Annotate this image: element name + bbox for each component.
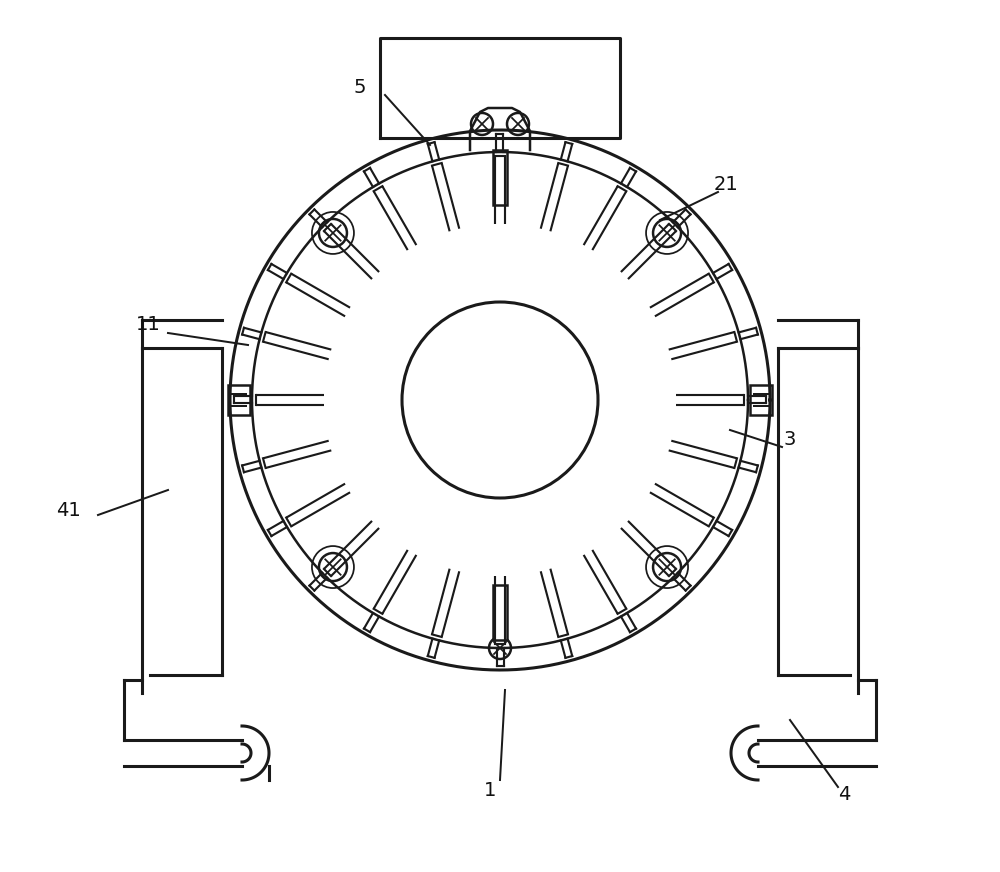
Text: 5: 5 xyxy=(354,78,366,98)
Bar xyxy=(493,150,507,205)
Text: 4: 4 xyxy=(838,786,850,805)
Bar xyxy=(750,385,772,415)
Bar xyxy=(228,385,250,415)
Circle shape xyxy=(653,219,681,247)
Bar xyxy=(493,585,507,640)
Text: 21: 21 xyxy=(714,175,738,194)
Text: 1: 1 xyxy=(484,780,496,800)
Circle shape xyxy=(489,637,511,659)
Circle shape xyxy=(507,113,529,135)
Text: 41: 41 xyxy=(56,501,80,520)
Circle shape xyxy=(319,219,347,247)
Text: 11: 11 xyxy=(136,316,160,335)
Text: 3: 3 xyxy=(784,431,796,449)
Circle shape xyxy=(319,553,347,581)
Circle shape xyxy=(653,553,681,581)
Circle shape xyxy=(471,113,493,135)
